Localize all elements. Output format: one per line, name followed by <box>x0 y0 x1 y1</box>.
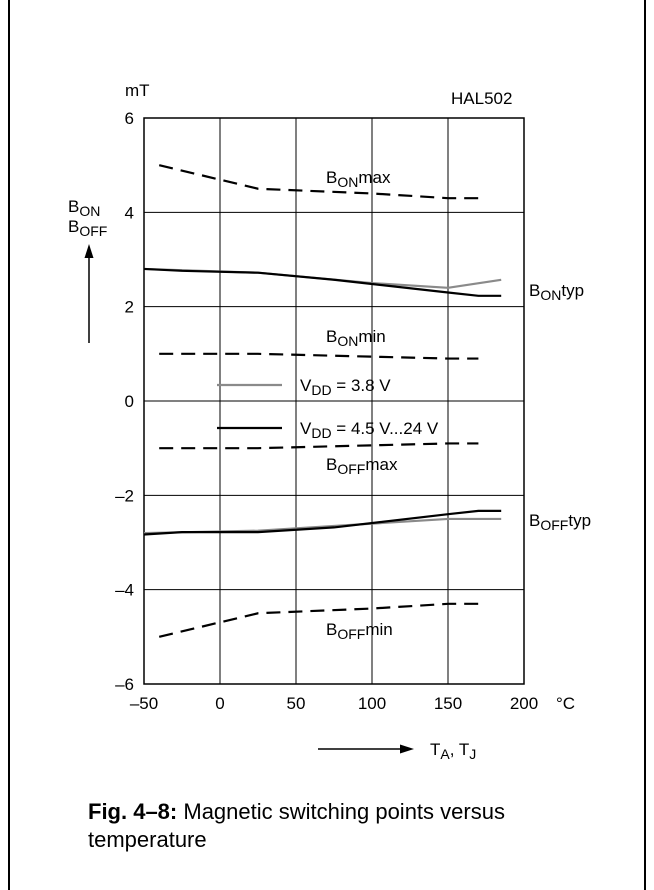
caption-figure-number: Fig. 4–8: <box>88 799 178 824</box>
series-label-on-typ: BONtyp <box>529 281 584 303</box>
legend-item: VDD = 3.8 V <box>217 376 391 398</box>
series-line-off-typ <box>143 509 502 536</box>
y-axis-arrow <box>84 244 94 343</box>
series-label-off-min: BOFFmin <box>326 620 393 642</box>
legend-label: VDD = 4.5 V...24 V <box>300 419 439 441</box>
device-label: HAL502 <box>451 89 512 108</box>
series-label-on-min: BONmin <box>326 327 386 349</box>
series-layer <box>143 164 502 638</box>
x-tick-label: 150 <box>434 694 462 713</box>
y-tick-label: 0 <box>125 392 134 411</box>
series-labels: BONmax BONtyp BONmin BOFFmax BOFFtyp BOFFmin <box>326 168 591 642</box>
y-tick-label: –2 <box>115 486 134 505</box>
legend-label: VDD = 3.8 V <box>300 376 391 398</box>
series-line-on-typ <box>143 267 502 297</box>
x-tick-label: –50 <box>130 694 158 713</box>
series-line-off-max <box>159 442 479 450</box>
y-tick-label: –4 <box>115 581 134 600</box>
x-axis-label: TA, TJ <box>430 740 476 762</box>
x-tick-label: 0 <box>215 694 224 713</box>
tick-labels: –50 0 50 100 150 200 –6 –4 –2 0 2 4 6 <box>115 109 538 713</box>
series-label-off-max: BOFFmax <box>326 455 398 477</box>
series-line-off-min <box>158 602 479 638</box>
legend: VDD = 3.8 V VDD = 4.5 V...24 V <box>217 376 439 441</box>
x-tick-label: 200 <box>510 694 538 713</box>
plot-border <box>143 117 525 685</box>
legend-item: VDD = 4.5 V...24 V <box>217 419 439 441</box>
y-axis-label-boff: BOFF <box>68 217 107 239</box>
caption-text: Magnetic switching points versus tempera… <box>88 799 505 852</box>
x-tick-label: 100 <box>358 694 386 713</box>
y-tick-label: 6 <box>125 109 134 128</box>
figure-frame <box>8 0 646 890</box>
series-line-on-max <box>158 164 479 200</box>
figure-caption: Fig. 4–8: Magnetic switching points vers… <box>88 798 608 854</box>
grid <box>144 118 524 684</box>
x-unit-label: °C <box>556 694 575 713</box>
y-axis-label-bon: BON <box>68 197 100 219</box>
y-unit-label: mT <box>125 81 150 100</box>
series-line-on-min <box>159 352 479 360</box>
x-axis-arrow <box>318 744 414 754</box>
x-tick-label: 50 <box>287 694 306 713</box>
y-tick-label: 2 <box>125 298 134 317</box>
series-label-on-max: BONmax <box>326 168 391 190</box>
y-tick-label: 4 <box>125 203 134 222</box>
y-tick-label: –6 <box>115 675 134 694</box>
series-label-off-typ: BOFFtyp <box>529 511 591 533</box>
